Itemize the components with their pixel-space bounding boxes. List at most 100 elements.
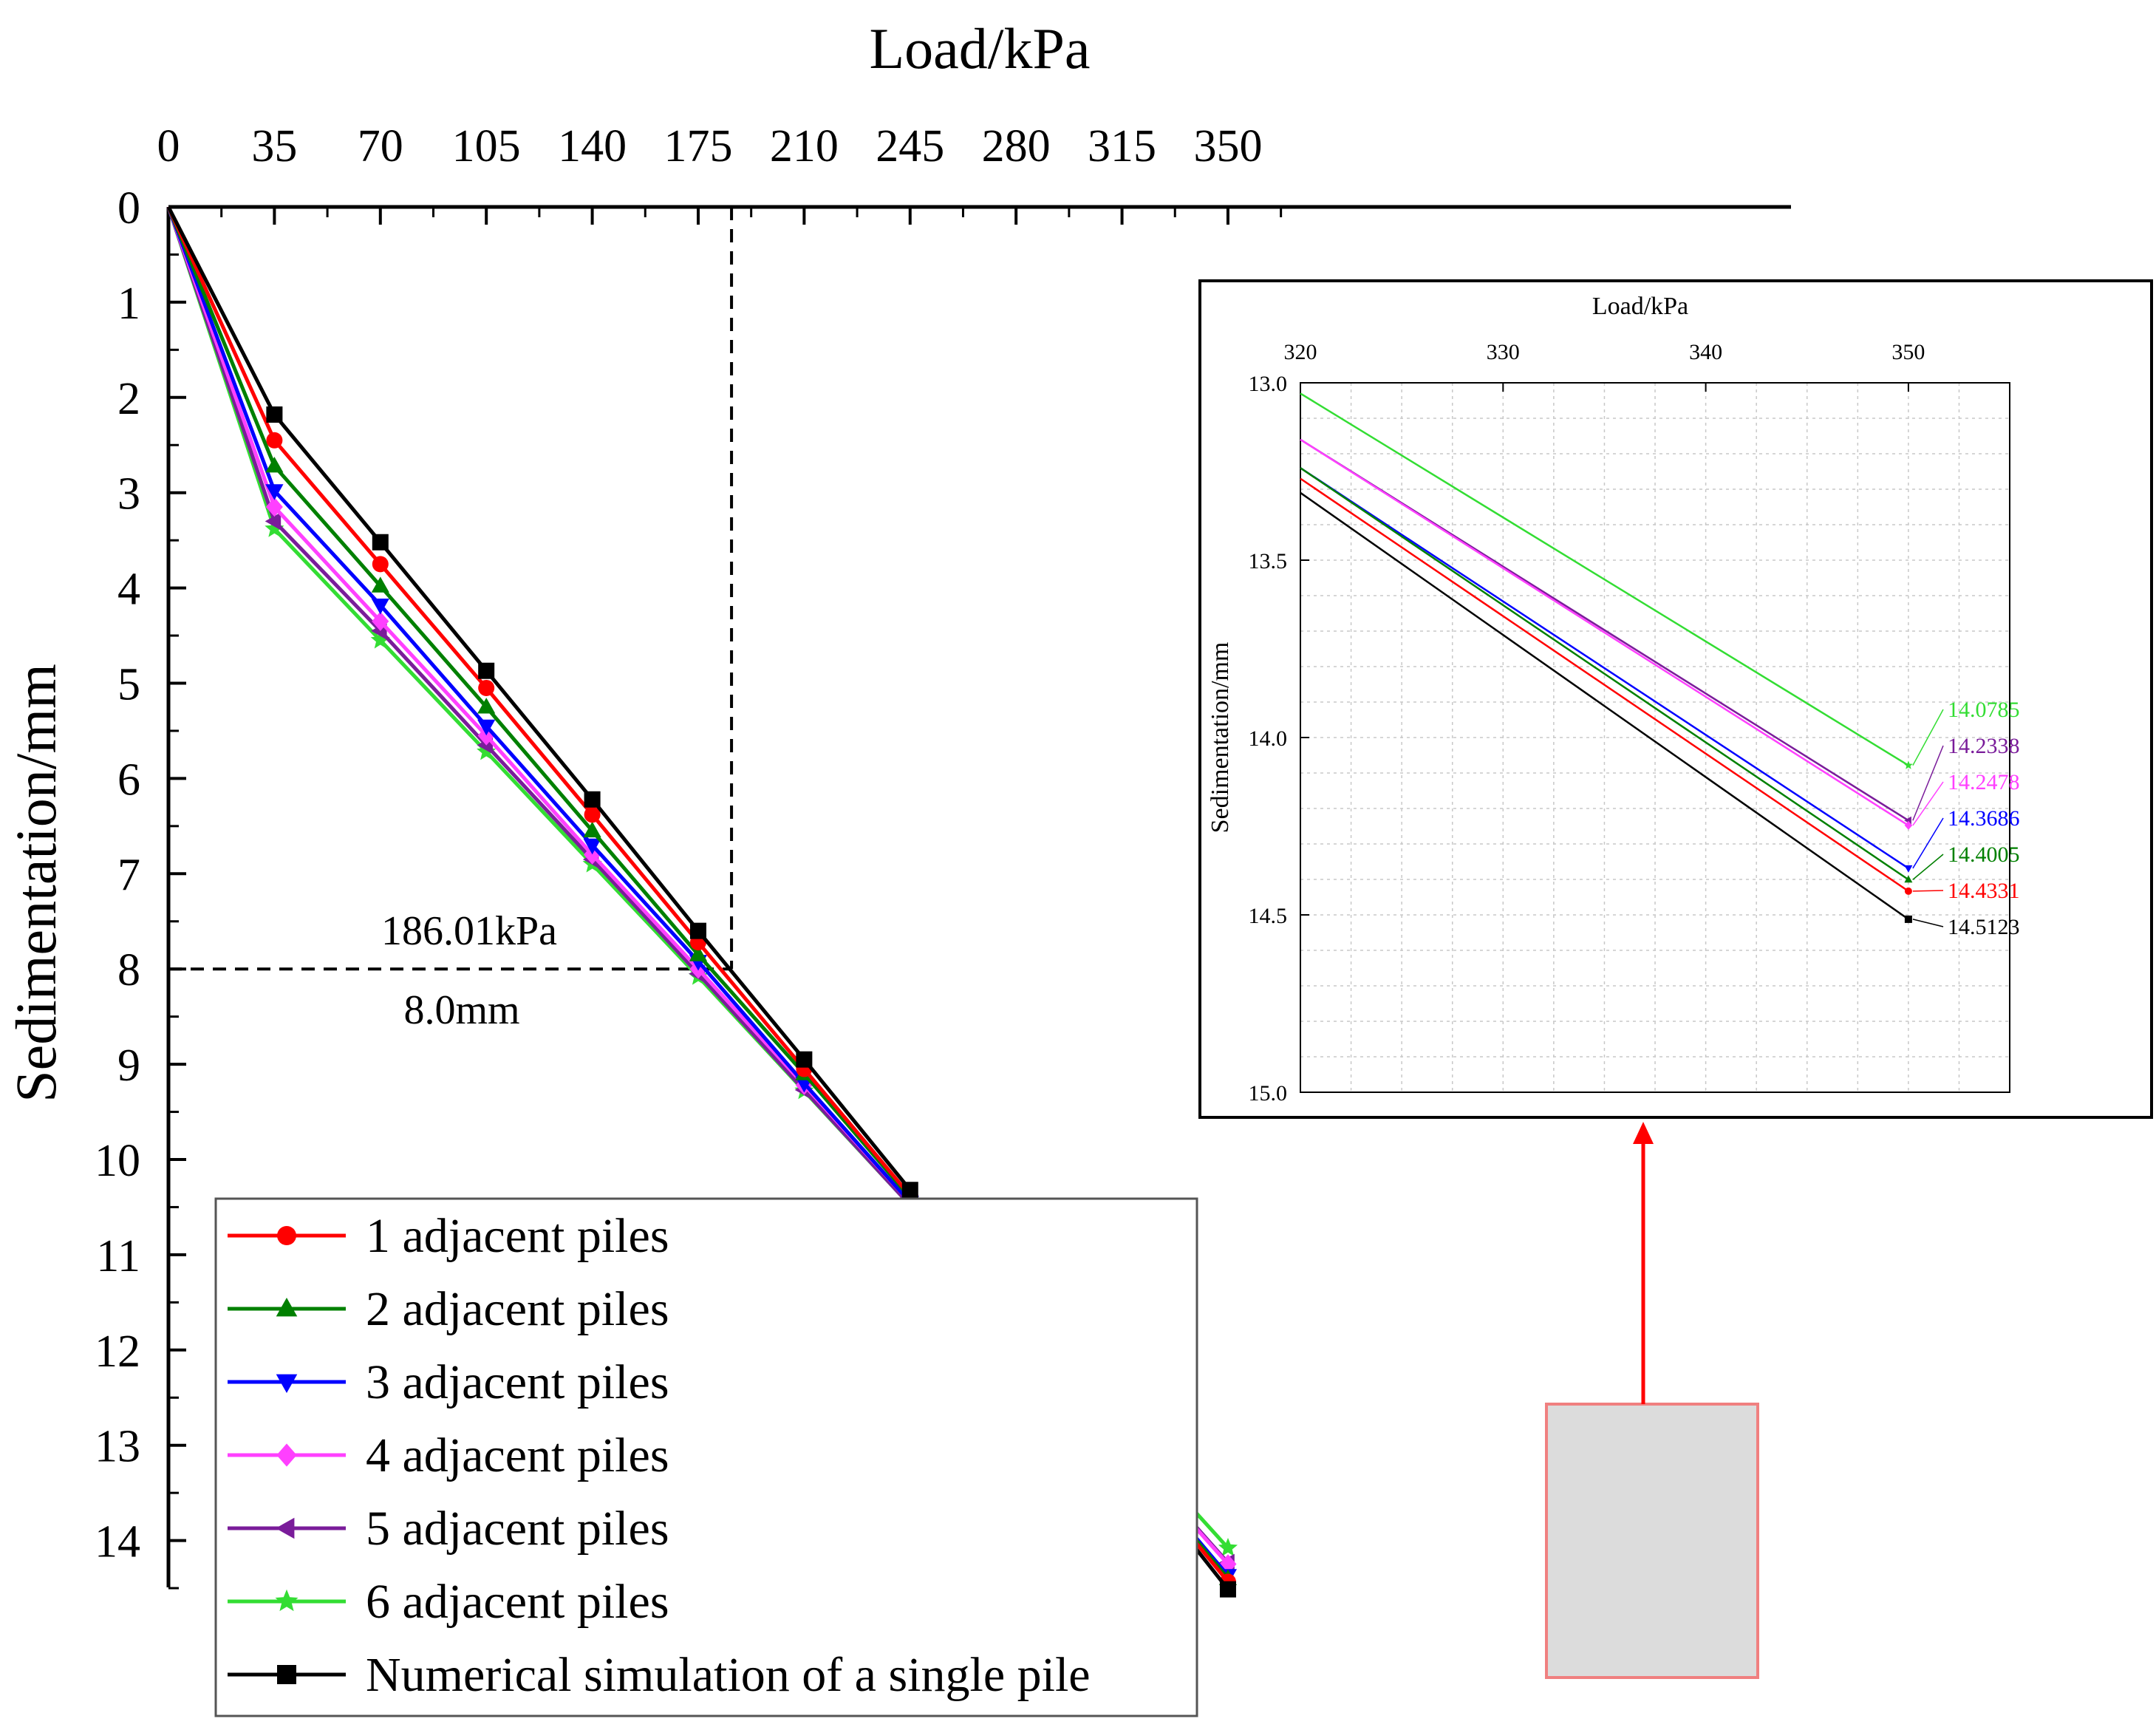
legend-label: 5 adjacent piles <box>366 1502 669 1556</box>
inset-series-3 <box>1300 467 1913 873</box>
y-tick-label: 1 <box>117 279 140 329</box>
y-tick-label: 4 <box>117 565 140 615</box>
x-tick-label: 280 <box>982 121 1051 171</box>
inset-value-label: 14.5123 <box>1948 915 2020 939</box>
legend-label: 2 adjacent piles <box>366 1282 669 1336</box>
data-point <box>265 497 283 517</box>
data-point <box>1219 1554 1237 1574</box>
inset-series-line <box>1300 438 1909 826</box>
main-axes: 0 35 70 105 140 175 210 245 280 315 350 0123456789… <box>4 16 1791 1590</box>
inset-series-line <box>1300 467 1909 881</box>
data-point <box>477 719 496 736</box>
data-point <box>265 484 284 500</box>
y-tick-label: 0 <box>117 183 140 234</box>
inset-label-leader <box>1912 890 1944 892</box>
inset-y-tick-label: 15.0 <box>1249 1081 1288 1106</box>
x-tick-label: 315 <box>1088 121 1156 171</box>
data-point <box>370 630 390 649</box>
y-tick-label: 2 <box>117 374 140 424</box>
inset-series-line <box>1300 392 1909 766</box>
legend-marker <box>276 1517 295 1539</box>
inset-data-point <box>1904 820 1913 830</box>
x-tick-label: 245 <box>876 121 944 171</box>
inset-data-point <box>1904 875 1913 883</box>
data-point <box>689 945 708 961</box>
inset-label-leader <box>1912 919 1944 927</box>
data-point <box>1218 1538 1238 1556</box>
x-tick-label: 0 <box>157 121 180 171</box>
y-tick-label: 5 <box>117 660 140 710</box>
y-tick-label: 10 <box>95 1136 140 1186</box>
y-tick-label: 9 <box>117 1041 140 1091</box>
load-annotation: 186.01kPa <box>381 908 557 954</box>
inset-y-axis-title: Sedimentation/mm <box>1207 642 1234 834</box>
data-point <box>901 1182 918 1199</box>
legend-label: 3 adjacent piles <box>366 1355 669 1409</box>
legend-marker <box>277 1665 296 1684</box>
inset-end-labels: 14.0785 14.2338 14.2478 14.3686 14.4005 14.43… <box>1912 698 2020 939</box>
zoom-region-box <box>1545 1403 1759 1679</box>
data-point <box>1219 1581 1236 1598</box>
legend-marker <box>276 1374 298 1393</box>
data-point <box>265 518 284 537</box>
x-axis-title: Load/kPa <box>870 16 1091 81</box>
inset-value-label: 14.0785 <box>1948 698 2020 722</box>
legend-label: Numerical simulation of a single pile <box>366 1648 1091 1702</box>
x-tick-label: 210 <box>770 121 839 171</box>
inset-y-tick-label: 14.0 <box>1249 726 1288 751</box>
data-point <box>265 512 282 531</box>
x-tick-label: 35 <box>251 121 297 171</box>
legend-marker <box>276 1443 297 1467</box>
data-point <box>265 457 284 473</box>
inset-series-2 <box>1300 467 1913 883</box>
data-point <box>478 662 495 679</box>
data-point <box>371 599 389 615</box>
y-tick-label: 8 <box>117 945 140 995</box>
y-tick-label: 13 <box>95 1422 140 1472</box>
inset-series-line <box>1300 477 1909 892</box>
y-tick-label: 3 <box>117 469 140 520</box>
data-point <box>372 611 389 631</box>
inset-data-point <box>1904 865 1913 873</box>
y-tick-label: 11 <box>96 1231 140 1281</box>
legend-item: 6 adjacent piles <box>228 1575 669 1629</box>
legend-item: 5 adjacent piles <box>228 1502 669 1556</box>
x-tick-label: 350 <box>1193 121 1262 171</box>
inset-y-tick-label: 13.5 <box>1249 549 1288 573</box>
y-tick-label: 7 <box>117 850 140 900</box>
legend-marker <box>277 1226 296 1245</box>
settlement-annotation: 8.0mm <box>403 987 519 1033</box>
inset-grid <box>1300 383 2010 1093</box>
inset-label-leader <box>1912 745 1944 821</box>
inset-x-tick-label: 340 <box>1689 340 1722 364</box>
inset-series-line <box>1300 491 1909 920</box>
x-tick-label: 175 <box>663 121 732 171</box>
data-point <box>478 679 495 696</box>
inset-value-label: 14.2478 <box>1948 770 2020 794</box>
legend-item: Numerical simulation of a single pile <box>228 1648 1091 1702</box>
inset-data-point <box>1904 887 1912 895</box>
inset-y-tick-label: 14.5 <box>1249 904 1288 928</box>
legend-box <box>214 1197 1198 1717</box>
data-point <box>689 922 706 939</box>
inset-y-tick-label: 13.0 <box>1249 372 1288 396</box>
inset-x-ticks: 320 330 340 350 <box>1284 340 1925 392</box>
legend-item: 2 adjacent piles <box>228 1282 669 1336</box>
data-point <box>583 821 601 838</box>
x-axis-ticks: 0 35 70 105 140 175 210 245 280 315 350 <box>157 121 1283 225</box>
inset-x-tick-label: 330 <box>1487 340 1520 364</box>
y-tick-label: 6 <box>117 755 140 805</box>
inset-series-4 <box>1300 438 1913 830</box>
inset-label-leader <box>1912 854 1944 880</box>
legend-item: 1 adjacent piles <box>228 1209 669 1263</box>
x-tick-label: 105 <box>452 121 521 171</box>
legend-label: 4 adjacent piles <box>366 1428 669 1482</box>
inset-label-leader <box>1912 817 1944 869</box>
data-point <box>372 556 389 573</box>
reference-lines: 186.01kPa 8.0mm <box>168 207 734 1033</box>
data-point <box>584 806 601 823</box>
inset-value-label: 14.3686 <box>1948 806 2020 831</box>
legend: 1 adjacent piles 2 adjacent piles 3 adjace… <box>214 1197 1198 1717</box>
